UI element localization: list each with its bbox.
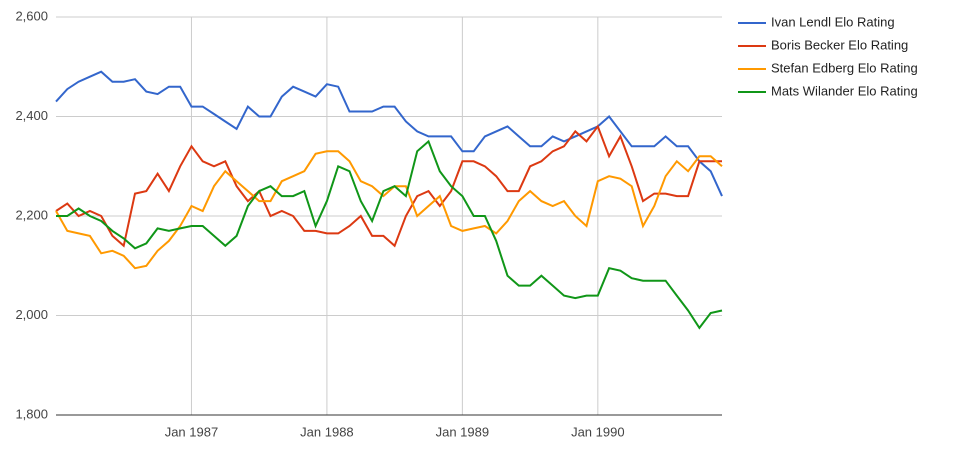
y-tick-label: 2,200 xyxy=(15,207,48,222)
series-line xyxy=(56,139,723,330)
x-tick-label: Jan 1988 xyxy=(300,424,354,439)
x-tick-label: Jan 1990 xyxy=(571,424,625,439)
series-line xyxy=(55,70,723,197)
y-tick-label: 1,800 xyxy=(15,406,48,421)
legend-label: Ivan Lendl Elo Rating xyxy=(771,14,895,29)
x-tick-label: Jan 1989 xyxy=(436,424,490,439)
x-tick-label: Jan 1987 xyxy=(165,424,219,439)
legend-label: Stefan Edberg Elo Rating xyxy=(771,60,918,75)
legend-label: Mats Wilander Elo Rating xyxy=(771,83,918,98)
y-tick-label: 2,400 xyxy=(15,108,48,123)
legend-label: Boris Becker Elo Rating xyxy=(771,37,908,52)
y-tick-label: 2,600 xyxy=(15,8,48,23)
series-line xyxy=(55,150,723,270)
series-line xyxy=(55,124,722,248)
y-tick-label: 2,000 xyxy=(15,307,48,322)
